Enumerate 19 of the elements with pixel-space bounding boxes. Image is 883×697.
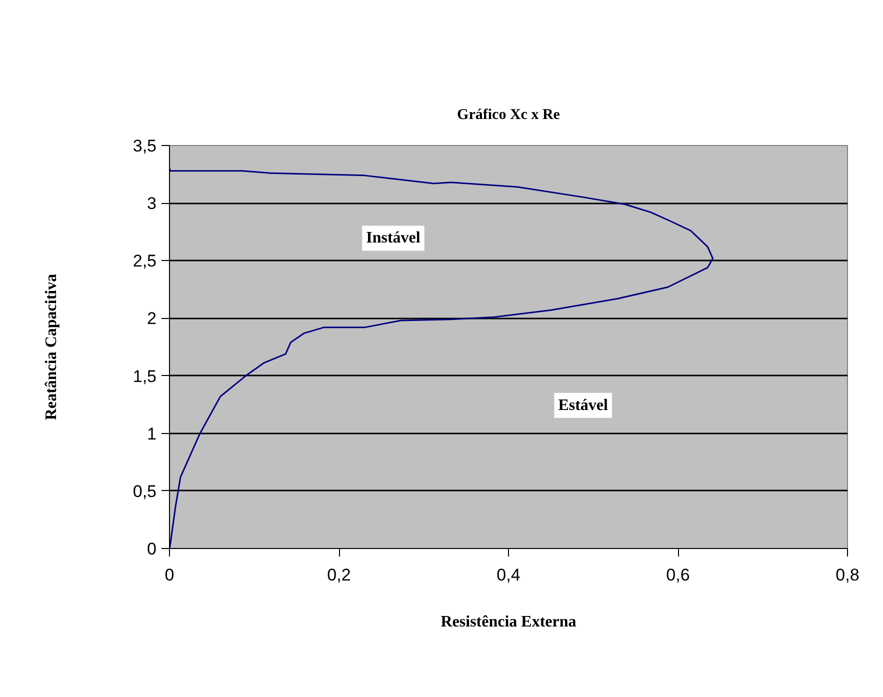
x-tick-label: 0 xyxy=(164,566,174,584)
x-tick-label: 0,8 xyxy=(836,566,860,584)
y-tick-label: 2,5 xyxy=(132,252,157,271)
y-tick-label: 3,5 xyxy=(132,136,157,156)
y-tick-label: 0,5 xyxy=(132,482,157,501)
line-series xyxy=(170,168,714,548)
y-tick-label: 3 xyxy=(147,194,157,214)
y-axis-title: Reatância Capacitiva xyxy=(42,274,60,420)
y-tick-label: 0 xyxy=(147,540,157,558)
chart-title: Gráfico Xc x Re xyxy=(457,107,560,123)
y-tick-label: 2 xyxy=(147,309,157,328)
y-tick-label: 1 xyxy=(147,424,157,444)
x-tick-label: 0,4 xyxy=(496,566,520,584)
x-tick-label: 0,6 xyxy=(666,566,690,584)
annotation: Instável xyxy=(366,230,421,247)
x-tick-label: 0,2 xyxy=(327,566,351,584)
annotation: Estável xyxy=(558,396,609,414)
y-tick-label: 1,5 xyxy=(132,366,157,386)
x-axis-title: Resistência Externa xyxy=(440,614,576,630)
